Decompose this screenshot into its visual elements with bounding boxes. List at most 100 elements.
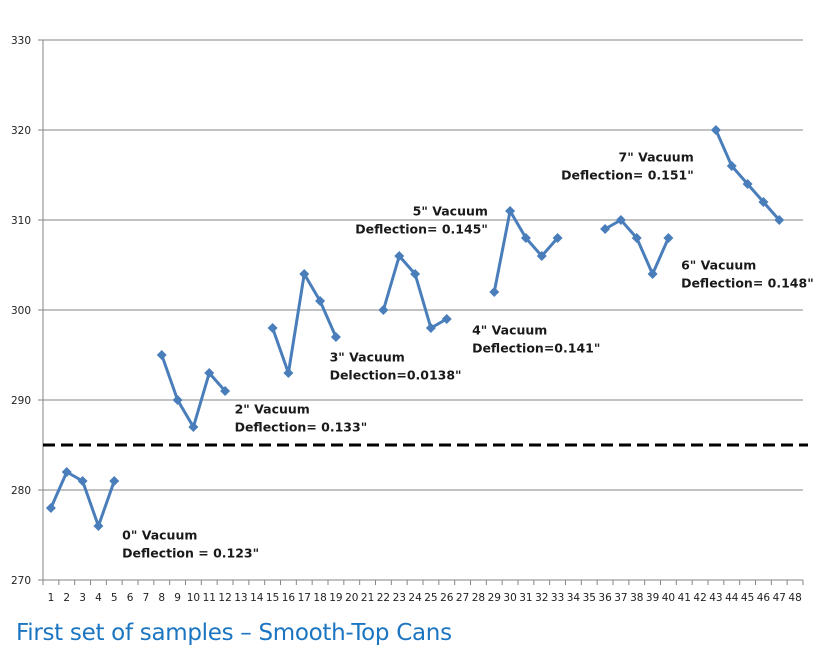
data-point-marker (536, 251, 547, 261)
x-tick-label: 47 (773, 592, 786, 604)
data-point-marker (267, 323, 278, 333)
annotation-line: 5" Vacuum (413, 204, 488, 219)
data-point-marker (109, 476, 120, 486)
series-group (45, 125, 785, 531)
x-tick-label: 24 (408, 592, 422, 604)
x-tick-label: 48 (788, 592, 801, 604)
annotation-label: 3" Vacuum Delection=0.0138" (330, 349, 462, 382)
x-tick-label: 28 (472, 592, 485, 604)
x-tick-label: 29 (488, 592, 501, 604)
series-line (492, 209, 559, 293)
x-tick-label: 33 (551, 592, 564, 604)
x-tick-label: 13 (234, 592, 247, 604)
x-tick-label: 46 (757, 592, 771, 604)
series (489, 206, 563, 297)
data-point-marker (726, 161, 737, 171)
series (378, 251, 452, 333)
annotation-line: Deflection= 0.133" (235, 420, 368, 435)
annotation-line: Deflection= 0.148" (681, 276, 814, 291)
data-point-marker (441, 314, 452, 324)
annotation-line: 6" Vacuum (681, 258, 756, 273)
data-point-marker (330, 332, 341, 342)
annotation-label: 7" Vacuum Deflection= 0.151" (561, 150, 694, 183)
x-tick-label: 40 (662, 592, 675, 604)
annotation-line: 4" Vacuum (472, 322, 547, 337)
y-tick-label: 290 (11, 395, 31, 407)
y-tick-label: 300 (11, 305, 31, 317)
data-point-marker (156, 350, 167, 360)
x-tick-label: 21 (361, 592, 374, 604)
data-point-marker (552, 233, 563, 243)
x-tick-label: 39 (646, 592, 659, 604)
data-point-marker (315, 296, 326, 306)
annotation-line: Deflection= 0.151" (561, 168, 694, 183)
series-line (160, 354, 227, 429)
data-point-marker (45, 503, 56, 513)
series-line (381, 254, 448, 330)
data-point-marker (299, 269, 310, 279)
x-tick-label: 43 (709, 592, 722, 604)
data-point-marker (204, 368, 215, 378)
annotation-line: Deflection = 0.123" (122, 546, 259, 561)
x-tick-label: 15 (266, 592, 279, 604)
data-point-marker (61, 467, 72, 477)
annotations-group: 0" Vacuum Deflection = 0.123" 2" Vacuum Def… (122, 150, 814, 561)
x-tick-label: 17 (298, 592, 311, 604)
x-tick-label: 7 (143, 592, 150, 604)
x-tick-label: 36 (598, 592, 612, 604)
data-point-marker (394, 251, 405, 261)
annotation-label: 4" Vacuum Deflection=0.141" (472, 322, 600, 355)
annotation-line: Deflection=0.141" (472, 340, 600, 355)
x-tick-label: 8 (158, 592, 165, 604)
data-point-marker (425, 323, 436, 333)
data-point-marker (410, 269, 421, 279)
annotation-line: Deflection= 0.145" (355, 222, 488, 237)
data-point-marker (631, 233, 642, 243)
x-tick-label: 14 (250, 592, 264, 604)
data-point-marker (378, 305, 389, 315)
data-point-marker (615, 215, 626, 225)
x-tick-label: 45 (741, 592, 754, 604)
data-point-marker (774, 215, 785, 225)
x-tick-label: 41 (678, 592, 691, 604)
x-tick-label: 20 (345, 592, 358, 604)
annotation-label: 5" Vacuum Deflection= 0.145" (355, 204, 488, 237)
data-point-marker (742, 179, 753, 189)
annotation-label: 0" Vacuum Deflection = 0.123" (122, 528, 259, 561)
series (710, 125, 785, 225)
x-tick-label: 6 (127, 592, 134, 604)
x-tick-label: 4 (95, 592, 102, 604)
series-line (271, 272, 338, 375)
x-tick-label: 37 (614, 592, 627, 604)
data-point-marker (647, 269, 658, 279)
data-point-marker (93, 521, 104, 531)
x-tick-label: 26 (440, 592, 454, 604)
x-tick-label: 16 (282, 592, 296, 604)
x-tick-label: 35 (583, 592, 596, 604)
x-tick-label: 38 (630, 592, 643, 604)
chart-caption: First set of samples – Smooth-Top Cans (16, 620, 452, 646)
x-tick-label: 3 (79, 592, 86, 604)
annotation-line: 0" Vacuum (122, 528, 197, 543)
x-tick-label: 32 (535, 592, 548, 604)
annotation-label: 6" Vacuum Deflection= 0.148" (681, 258, 814, 291)
series-line (714, 129, 781, 221)
x-tick-label: 11 (203, 592, 216, 604)
annotation-line: Delection=0.0138" (330, 367, 462, 382)
annotation-line: 7" Vacuum (619, 150, 694, 165)
x-tick-label: 34 (567, 592, 581, 604)
x-tick-label: 18 (313, 592, 326, 604)
x-tick-label: 9 (174, 592, 181, 604)
series (267, 269, 341, 378)
x-tick-label: 10 (187, 592, 200, 604)
data-point-marker (663, 233, 674, 243)
data-point-marker (77, 476, 88, 486)
series-line (604, 218, 670, 276)
data-point-marker (172, 395, 183, 405)
x-tick-label: 27 (456, 592, 469, 604)
data-point-marker (520, 233, 531, 243)
x-tick-label: 1 (48, 592, 55, 604)
data-point-marker (758, 197, 769, 207)
